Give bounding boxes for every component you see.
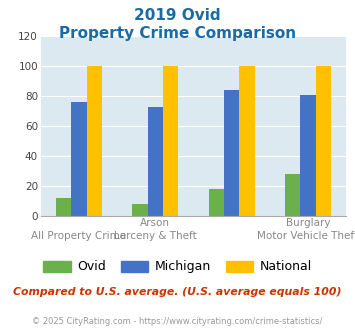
Text: © 2025 CityRating.com - https://www.cityrating.com/crime-statistics/: © 2025 CityRating.com - https://www.city… xyxy=(32,317,323,326)
Text: Property Crime Comparison: Property Crime Comparison xyxy=(59,26,296,41)
Bar xyxy=(285,174,300,216)
Bar xyxy=(56,198,71,216)
Bar xyxy=(163,66,178,216)
Bar xyxy=(132,204,148,216)
Bar xyxy=(224,90,239,216)
Text: All Property Crime: All Property Crime xyxy=(32,231,126,241)
Bar xyxy=(316,66,331,216)
Legend: Ovid, Michigan, National: Ovid, Michigan, National xyxy=(38,255,317,279)
Bar xyxy=(239,66,255,216)
Bar xyxy=(148,107,163,216)
Text: Burglary: Burglary xyxy=(286,218,330,228)
Text: Motor Vehicle Theft: Motor Vehicle Theft xyxy=(257,231,355,241)
Bar xyxy=(300,95,316,216)
Text: Arson: Arson xyxy=(140,218,170,228)
Text: Compared to U.S. average. (U.S. average equals 100): Compared to U.S. average. (U.S. average … xyxy=(13,287,342,297)
Bar xyxy=(209,189,224,216)
Text: Larceny & Theft: Larceny & Theft xyxy=(114,231,197,241)
Text: 2019 Ovid: 2019 Ovid xyxy=(134,8,221,23)
Bar xyxy=(87,66,102,216)
Bar xyxy=(71,102,87,216)
